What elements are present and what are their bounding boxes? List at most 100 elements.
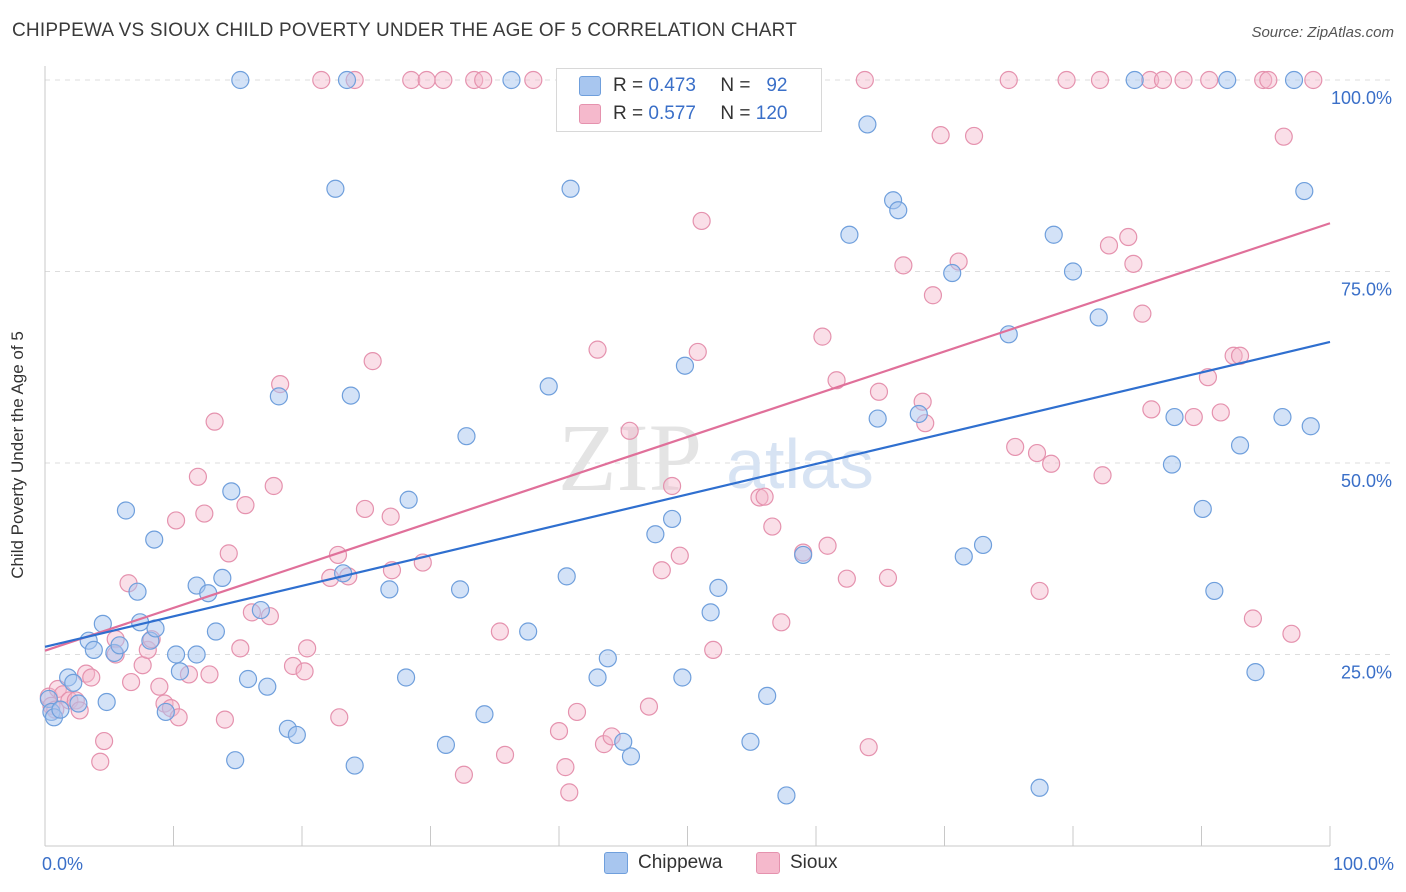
chippewa-point (502, 70, 521, 90)
chippewa-point (973, 535, 993, 555)
chippewa-point (1125, 70, 1144, 90)
sioux-point (1184, 407, 1203, 427)
chippewa-point (614, 732, 633, 751)
chippewa-point (1273, 407, 1292, 427)
sioux-point (363, 352, 382, 371)
sioux-point (434, 70, 453, 90)
chippewa-point (222, 482, 241, 501)
sioux-point (894, 256, 913, 275)
chippewa-point (450, 580, 470, 599)
chippewa-point (475, 705, 494, 724)
chippewa-point (1162, 455, 1182, 474)
chippewa-point (621, 747, 641, 766)
y-tick-label: 50.0% (1341, 471, 1392, 491)
chippewa-point (598, 649, 617, 668)
chippewa-point (206, 622, 226, 641)
chippewa-point (701, 603, 720, 622)
x-tick-label: 100.0% (1333, 854, 1394, 874)
trend-lines (44, 222, 1331, 652)
chippewa-point (84, 640, 103, 660)
chippewa-point (1301, 417, 1320, 436)
chippewa-point (457, 427, 476, 446)
chippewa-point (646, 525, 665, 544)
chippewa-point (557, 567, 576, 586)
chippewa-point (97, 692, 116, 712)
sioux-point (1274, 127, 1293, 146)
chippewa-point (662, 509, 682, 529)
sioux-point (495, 745, 515, 764)
stats-legend: R = 0.473 N = 92 R = 0.577 N = 120 (556, 68, 822, 132)
legend-row-chippewa: R = 0.473 N = 92 (579, 73, 787, 99)
sioux-point (166, 511, 186, 530)
sioux-point (133, 656, 152, 675)
sioux-point (1254, 70, 1273, 90)
sioux-point (813, 327, 832, 346)
sioux-point (1259, 70, 1278, 90)
sioux-legend-swatch (756, 852, 780, 874)
sioux-point (295, 662, 314, 681)
sioux-point (417, 70, 436, 90)
chippewa-point (226, 751, 245, 770)
sioux-point (855, 70, 874, 90)
sioux-point (236, 496, 255, 515)
sioux-point (1174, 70, 1193, 90)
sioux-point (454, 765, 474, 784)
chippewa-point (1063, 262, 1083, 281)
sioux-point (1099, 236, 1119, 255)
chippewa-point (1030, 778, 1049, 797)
sioux-point (878, 568, 898, 588)
sioux-point (1142, 400, 1161, 419)
sioux-point (556, 758, 575, 777)
legend-r-value: 0.577 (648, 103, 696, 124)
chippewa-point (999, 325, 1018, 344)
sioux-point (231, 639, 250, 658)
sioux-point (82, 668, 101, 687)
sioux-point (639, 697, 659, 716)
legend-item-chippewa: Chippewa (604, 852, 723, 874)
sioux-point (1243, 609, 1263, 628)
chippewa-point (380, 580, 399, 599)
chart-source: Source: ZipAtlas.com (1251, 24, 1394, 41)
tick-labels: 25.0% 50.0% 75.0% 100.0% 0.0% 100.0% (42, 88, 1394, 874)
sioux-point (1211, 403, 1230, 422)
sioux-point (330, 708, 349, 727)
chippewa-point (258, 677, 277, 696)
chippewa-point (889, 201, 908, 220)
legend-n-value: 120 (755, 103, 788, 124)
chippewa-point (213, 568, 232, 588)
chippewa-point (399, 490, 418, 509)
sioux-point (1042, 454, 1061, 473)
sioux-point (859, 738, 878, 757)
chippewa-point (858, 115, 877, 134)
sioux-point (215, 710, 234, 729)
chippewa-point (110, 636, 129, 655)
legend-r-value: 0.473 (648, 75, 696, 96)
sioux-point (755, 487, 774, 506)
sioux-point (150, 677, 169, 696)
sioux-point (560, 783, 579, 802)
watermark-zip: ZIP (558, 404, 702, 511)
series-legend: Chippewa Sioux (0, 852, 1406, 878)
sioux-legend-label: Sioux (790, 852, 838, 873)
sioux-point (1006, 437, 1025, 457)
sioux-point (652, 561, 671, 580)
sioux-point (567, 702, 587, 722)
chippewa-point (741, 732, 760, 751)
sioux-point (704, 640, 723, 660)
chippewa-point (1193, 499, 1212, 519)
chippewa-point (51, 700, 70, 719)
chippewa-point (909, 404, 928, 424)
sioux-point (91, 752, 110, 771)
sioux-point (264, 476, 283, 496)
sioux-point (1200, 70, 1219, 90)
sioux-point (1133, 304, 1152, 323)
sioux-point (200, 665, 219, 684)
chippewa-point (1230, 436, 1250, 455)
chippewa-legend-label: Chippewa (638, 852, 723, 873)
sioux-point (549, 721, 569, 741)
y-tick-label: 75.0% (1341, 280, 1392, 300)
chippewa-point (396, 668, 416, 687)
legend-n-label: N = (720, 75, 751, 96)
sioux-point (1153, 70, 1173, 90)
chippewa-point (341, 386, 360, 405)
